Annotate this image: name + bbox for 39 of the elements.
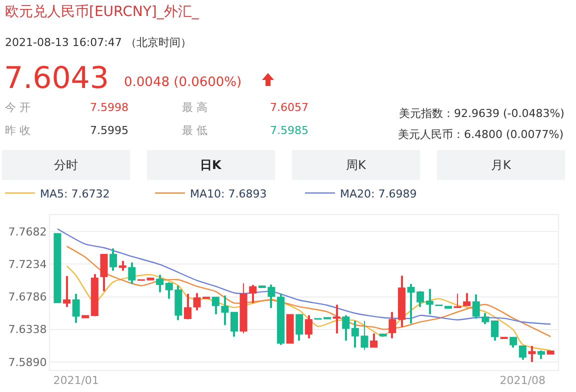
candlestick: [54, 233, 62, 304]
candlestick: [379, 334, 387, 336]
candlestick: [546, 350, 554, 355]
line-series: [56, 228, 552, 325]
candlestick: [454, 294, 462, 308]
legend-label: MA10: 7.6893: [190, 187, 267, 200]
x-tick-label: 2021/01: [53, 374, 99, 388]
text: 欧元兑人民币[EURCNY]_外汇_: [5, 4, 200, 20]
legend-label: MA5: 7.6732: [40, 187, 110, 200]
legend-label: MA20: 7.6989: [340, 187, 417, 200]
text: 昨 收: [5, 124, 30, 137]
y-tick-label: 7.7682: [8, 225, 47, 238]
x-tick-label: 2021/08: [500, 374, 546, 388]
text: 最 高: [182, 101, 208, 114]
text: 0.0048 (0.0600%): [124, 75, 242, 90]
text: 分时: [54, 158, 78, 172]
text: 周K: [346, 158, 367, 172]
text: 美元指数：92.9639 (-0.0483%): [399, 107, 564, 120]
y-tick-label: 7.6786: [8, 290, 47, 304]
text: 7.5995: [90, 124, 128, 137]
candlestick: [286, 314, 294, 344]
text: 7.6057: [270, 101, 308, 114]
text: 2021-08-13 16:07:47 （北京时间）: [5, 36, 192, 49]
text: 最 低: [182, 124, 208, 137]
text: 日K: [200, 158, 222, 172]
candlestick: [500, 336, 508, 340]
text: 7.6043: [4, 61, 109, 96]
y-tick-label: 7.6338: [8, 323, 47, 336]
text: 今 开: [5, 101, 30, 114]
y-tick-label: 7.7234: [8, 258, 47, 272]
line-series: [66, 246, 552, 338]
candlestick: [444, 306, 452, 309]
text: 7.5985: [270, 124, 308, 137]
candlestick: [82, 315, 90, 318]
y-tick-label: 7.5890: [8, 356, 47, 369]
text: 月K: [491, 158, 512, 172]
text: 美元人民币：6.4800 (0.0077%): [398, 128, 564, 141]
text: 7.5998: [90, 101, 128, 114]
candlestick: [332, 304, 340, 334]
